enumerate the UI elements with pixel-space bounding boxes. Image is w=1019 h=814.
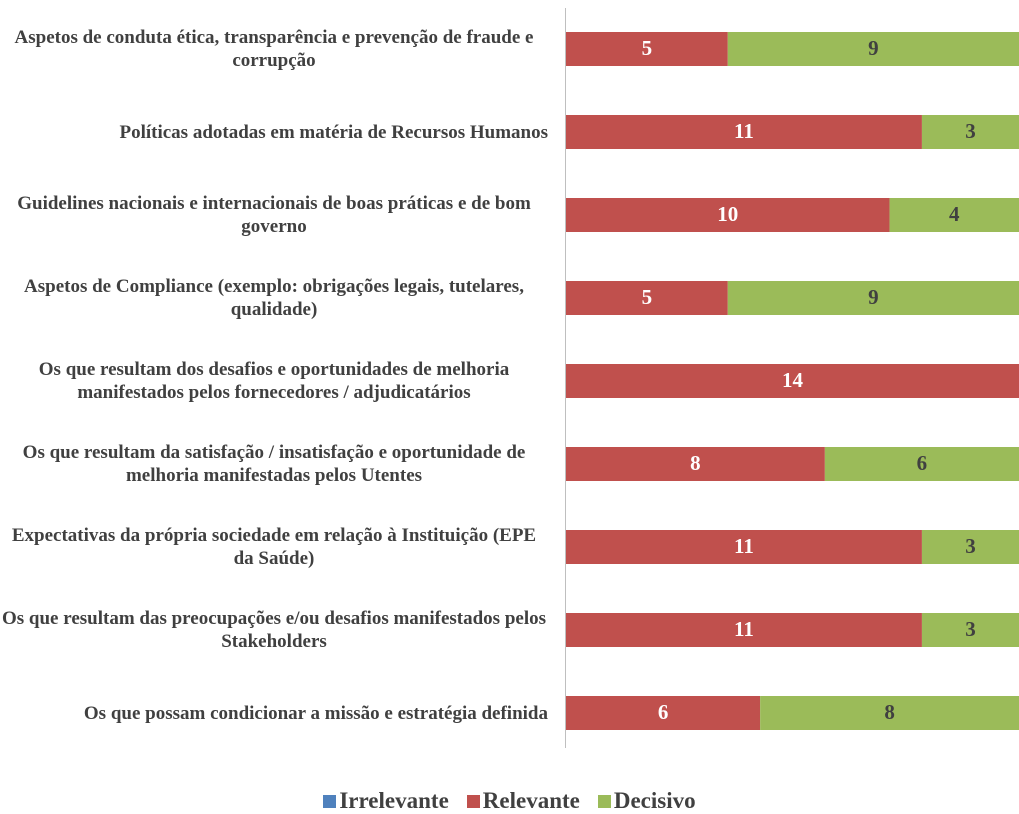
bar-segment bbox=[921, 530, 1019, 564]
category-label: Os que resultam da satisfação / insatisf… bbox=[22, 442, 526, 486]
legend-swatch bbox=[597, 794, 611, 808]
data-label: 6 bbox=[658, 700, 669, 724]
category-label-box: Os que possam condicionar a missão e est… bbox=[0, 673, 548, 753]
category-label-box: Guidelines nacionais e internacionais de… bbox=[0, 175, 548, 255]
category-label-box: Os que resultam das preocupações e/ou de… bbox=[0, 590, 548, 670]
data-label: 14 bbox=[782, 368, 804, 392]
legend-item: Irrelevante bbox=[323, 788, 449, 814]
legend-swatch bbox=[323, 794, 337, 808]
category-label-box: Políticas adotadas em matéria de Recurso… bbox=[0, 92, 548, 172]
bar-segment bbox=[566, 32, 728, 66]
data-label: 8 bbox=[690, 451, 701, 475]
category-label-box: Os que resultam da satisfação / insatisf… bbox=[0, 424, 548, 504]
legend-swatch bbox=[466, 794, 480, 808]
bar-segment bbox=[889, 198, 1019, 232]
legend-label: Irrelevante bbox=[339, 788, 449, 813]
bar-segment bbox=[566, 530, 922, 564]
category-label: Os que resultam das preocupações e/ou de… bbox=[2, 608, 546, 652]
data-label: 8 bbox=[884, 700, 895, 724]
data-label: 3 bbox=[965, 119, 976, 143]
category-label: Políticas adotadas em matéria de Recurso… bbox=[119, 121, 548, 143]
bar-segment bbox=[566, 696, 761, 730]
bar-segment bbox=[727, 281, 1019, 315]
category-label: Os que resultam dos desafios e oportunid… bbox=[38, 359, 510, 403]
legend: Irrelevante Relevante Decisivo bbox=[0, 788, 1019, 814]
data-label: 9 bbox=[868, 285, 879, 309]
bar-segment bbox=[566, 364, 1019, 398]
data-label: 4 bbox=[949, 202, 960, 226]
bar-segment bbox=[921, 613, 1019, 647]
bar-segment bbox=[921, 115, 1019, 149]
data-label: 9 bbox=[868, 36, 879, 60]
legend-label: Decisivo bbox=[613, 788, 696, 813]
legend-label: Relevante bbox=[482, 788, 580, 813]
bar-segment bbox=[727, 32, 1019, 66]
bar-segment bbox=[566, 198, 890, 232]
legend-item: Relevante bbox=[466, 788, 580, 814]
data-label: 6 bbox=[917, 451, 928, 475]
bar-segment bbox=[566, 447, 825, 481]
bar-segment bbox=[760, 696, 1019, 730]
category-label: Guidelines nacionais e internacionais de… bbox=[17, 193, 531, 237]
category-label: Aspetos de conduta ética, transparência … bbox=[14, 27, 534, 71]
data-label: 11 bbox=[734, 617, 754, 641]
data-label: 5 bbox=[642, 285, 653, 309]
legend-item: Decisivo bbox=[597, 788, 696, 814]
category-label-box: Os que resultam dos desafios e oportunid… bbox=[0, 341, 548, 421]
bar-segment bbox=[566, 613, 922, 647]
category-label: Aspetos de Compliance (exemplo: obrigaçõ… bbox=[24, 276, 524, 320]
bar-segment bbox=[824, 447, 1019, 481]
data-label: 3 bbox=[965, 617, 976, 641]
category-label: Os que possam condicionar a missão e est… bbox=[83, 702, 548, 724]
category-label-box: Aspetos de conduta ética, transparência … bbox=[0, 9, 548, 89]
category-label-box: Expectativas da própria sociedade em rel… bbox=[0, 507, 548, 587]
data-label: 11 bbox=[734, 119, 754, 143]
data-label: 11 bbox=[734, 534, 754, 558]
data-label: 10 bbox=[717, 202, 738, 226]
data-label: 3 bbox=[965, 534, 976, 558]
category-label: Expectativas da própria sociedade em rel… bbox=[11, 525, 537, 569]
category-label-box: Aspetos de Compliance (exemplo: obrigaçõ… bbox=[0, 258, 548, 338]
bar-segment bbox=[566, 281, 728, 315]
bar-segment bbox=[566, 115, 922, 149]
data-label: 5 bbox=[642, 36, 653, 60]
